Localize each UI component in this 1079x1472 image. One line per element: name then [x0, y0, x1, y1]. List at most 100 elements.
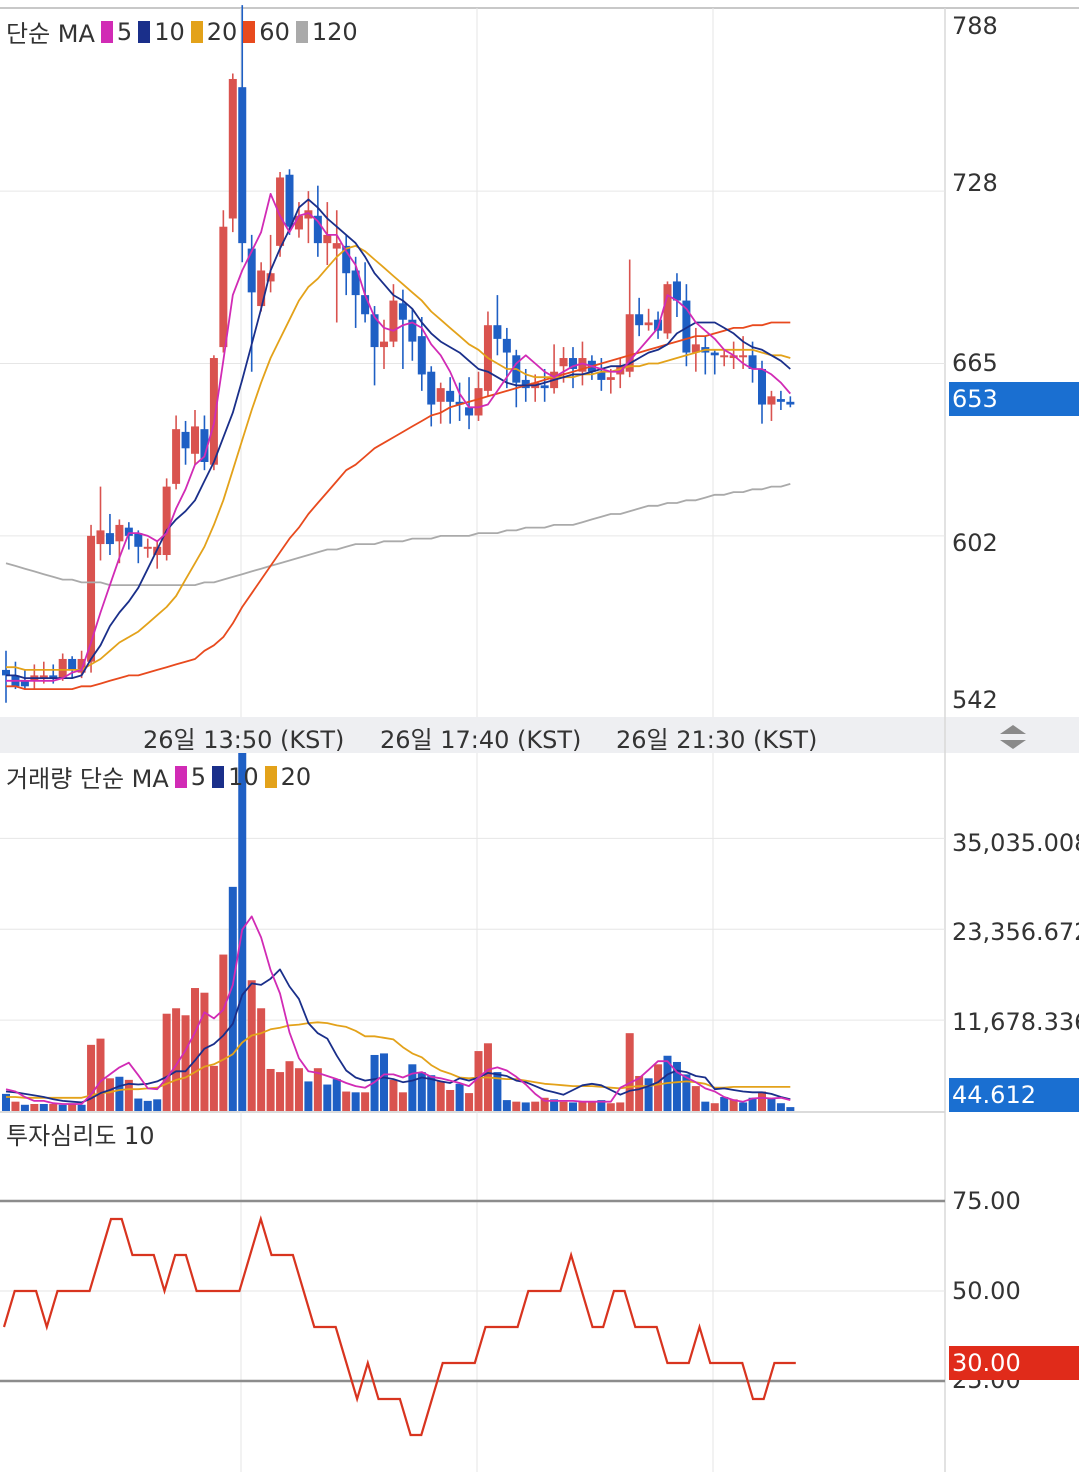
candle-body-4 [39, 675, 48, 679]
ma5-line [6, 192, 791, 682]
ma20-label: 20 [206, 17, 238, 46]
candle-body-71 [672, 281, 681, 301]
candle-body-26 [247, 248, 256, 293]
volume-bar-2 [20, 1104, 29, 1111]
volume-bar-48 [455, 1083, 464, 1111]
price-tick-602: 602 [952, 529, 998, 557]
candle-body-24 [228, 78, 237, 219]
candle-body-8 [77, 658, 86, 673]
volume-bar-32 [304, 1081, 313, 1111]
time-label-3: 26일 21:30 (KST) [616, 726, 818, 754]
candle-body-83 [786, 401, 795, 405]
volume-bar-38 [361, 1092, 370, 1111]
volume-bar-20 [191, 988, 199, 1111]
ma5-swatch [100, 20, 113, 43]
candle-body-18 [172, 429, 181, 484]
time-axis-band [0, 717, 1079, 753]
volume-bar-31 [294, 1068, 303, 1111]
vol-ma10-label: 10 [228, 762, 259, 791]
candle-body-9 [87, 535, 96, 662]
volume-bar-27 [257, 1008, 266, 1111]
current-volume-badge: 44.612 [949, 1078, 1079, 1112]
volume-bar-79 [748, 1097, 757, 1111]
price-moving-averages [5, 192, 791, 690]
volume-bar-65 [616, 1102, 625, 1111]
candle-body-35 [332, 243, 341, 249]
candle-body-59 [559, 358, 568, 367]
ma20-line [6, 244, 791, 671]
vol-ma20-line [6, 1021, 791, 1099]
volume-legend: 거래량 단순 MA 5 10 20 [6, 759, 311, 794]
volume-bar-13 [124, 1079, 133, 1111]
volume-bar-63 [597, 1100, 606, 1111]
candle-body-10 [96, 530, 105, 545]
panel-resize-handle-icon[interactable] [996, 721, 1030, 753]
volume-bar-75 [710, 1103, 719, 1111]
candle-body-31 [294, 215, 303, 230]
price-candles [2, 5, 795, 703]
volume-bar-52 [493, 1072, 502, 1111]
price-legend: 단순 MA 5 10 20 60 120 [6, 14, 358, 49]
price-tick-542: 542 [952, 686, 998, 714]
volume-bar-64 [606, 1103, 615, 1111]
volume-bar-50 [474, 1051, 483, 1111]
current-psych-badge: 30.00 [949, 1346, 1079, 1380]
vol-ma5-swatch [174, 765, 187, 788]
candle-body-77 [729, 355, 738, 359]
volume-bar-73 [691, 1086, 700, 1111]
volume-bar-26 [247, 980, 256, 1111]
candle-body-81 [767, 396, 776, 405]
candle-body-68 [644, 322, 653, 326]
candle-body-36 [342, 245, 351, 274]
vol-ma20-label: 20 [280, 762, 312, 791]
candle-body-64 [606, 377, 615, 380]
volume-bar-35 [332, 1079, 341, 1111]
volume-bar-12 [115, 1076, 124, 1111]
candle-body-14 [134, 533, 143, 547]
psych-line-series [2, 1215, 796, 1437]
ma5-label: 5 [116, 17, 133, 46]
volume-bar-30 [285, 1061, 294, 1111]
ma10-line [6, 198, 791, 679]
volume-bar-66 [625, 1033, 634, 1111]
volume-bar-11 [105, 1078, 114, 1111]
candle-body-53 [502, 338, 511, 353]
candle-body-67 [635, 314, 644, 326]
volume-bar-45 [427, 1075, 436, 1111]
candle-body-2 [20, 680, 29, 687]
volume-bar-56 [531, 1101, 540, 1111]
candle-body-45 [427, 371, 436, 405]
volume-bar-21 [200, 992, 209, 1111]
volume-bar-72 [682, 1074, 691, 1111]
volume-bar-62 [587, 1102, 596, 1111]
candle-body-33 [313, 215, 322, 244]
candle-body-48 [455, 401, 464, 405]
volume-bars [2, 753, 795, 1111]
volume-bar-53 [502, 1100, 511, 1111]
ma120-line [5, 483, 791, 586]
volume-bar-4 [39, 1103, 48, 1111]
candle-body-40 [380, 341, 388, 348]
volume-tick-3: 11,678.336 [952, 1008, 1079, 1036]
vol-ma5-line [5, 915, 791, 1105]
volume-bar-76 [720, 1096, 729, 1111]
volume-bar-33 [313, 1068, 322, 1111]
candle-body-44 [417, 336, 426, 375]
psych-legend: 투자심리도 10 [6, 1122, 155, 1150]
candle-body-21 [200, 429, 209, 462]
volume-bar-57 [540, 1097, 549, 1111]
volume-bar-49 [465, 1093, 474, 1111]
volume-bar-40 [380, 1053, 388, 1111]
price-legend-prefix: 단순 MA [6, 20, 95, 48]
volume-moving-averages [5, 915, 791, 1105]
candle-body-19 [181, 431, 190, 449]
time-label-1: 26일 13:50 (KST) [143, 726, 345, 754]
volume-bar-44 [417, 1072, 426, 1111]
volume-bar-43 [408, 1064, 417, 1111]
ma60-label: 60 [259, 17, 290, 46]
volume-bar-1 [11, 1101, 20, 1111]
volume-bar-7 [68, 1103, 77, 1111]
price-tick-665: 665 [952, 349, 998, 377]
vol-ma20-swatch [264, 765, 277, 788]
